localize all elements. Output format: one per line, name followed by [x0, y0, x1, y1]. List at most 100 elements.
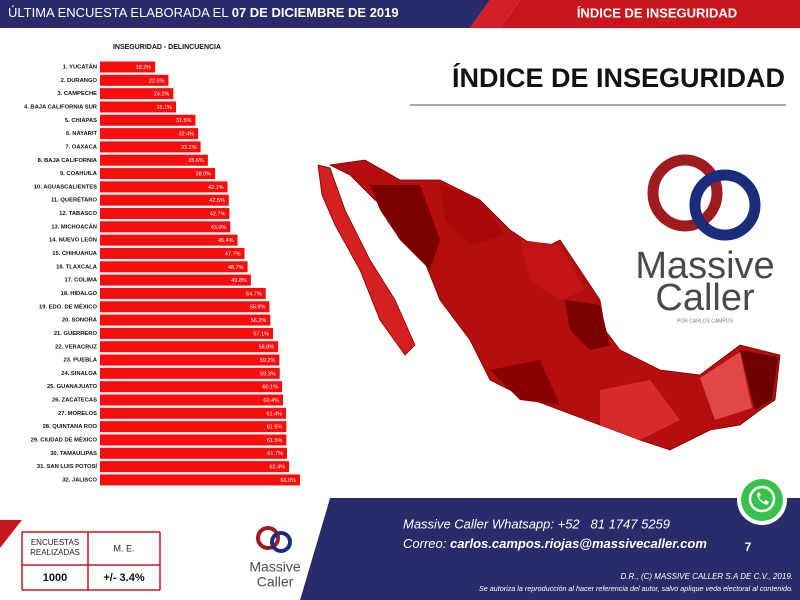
header-stripe [470, 0, 520, 28]
bar [100, 274, 251, 286]
value-label: 32.4% [179, 132, 195, 138]
category-label: 4. BAJA CALIFORNIA SUR [24, 104, 98, 110]
value-label: 18.2% [136, 65, 152, 71]
category-label: 19. EDO. DE MÉXICO [39, 302, 97, 310]
table-cell: 1000 [43, 572, 67, 584]
bar [100, 394, 284, 406]
mexico-map [317, 159, 781, 451]
category-label: 15. CHIHUAHUA [52, 251, 98, 257]
icon-bubble [748, 485, 776, 513]
footer-email-line: Correo: carlos.campos.riojas@massivecall… [403, 536, 707, 551]
header-text: ÚLTIMA ENCUESTA ELABORADA EL 07 DE DICIE… [8, 5, 399, 20]
bar [100, 354, 280, 366]
value-label: 31.5% [176, 118, 192, 124]
survey-table: ENCUESTAS REALIZADAS M. E. 1000 +/- 3.4% [21, 531, 161, 591]
value-label: 45.4% [218, 238, 234, 244]
bar [100, 314, 271, 326]
value-label: 61.4% [266, 411, 282, 417]
value-label: 59.3% [260, 371, 276, 377]
region [520, 240, 585, 300]
header-right: ÍNDICE DE INSEGURIDAD [577, 5, 737, 20]
mainland [328, 159, 781, 451]
footer-band [300, 498, 800, 600]
bar [100, 447, 287, 459]
logo-text: Caller [257, 574, 294, 590]
value-label: 42.5% [209, 198, 225, 204]
table-header: ENCUESTAS REALIZADAS [30, 538, 80, 557]
value-label: 62.4% [269, 465, 285, 471]
value-label: 42.1% [208, 185, 224, 191]
category-label: 16. TLAXCALA [56, 264, 98, 270]
bar [100, 421, 287, 433]
bar [100, 128, 199, 140]
value-label: 61.5% [267, 438, 283, 444]
value-label: 60.4% [263, 398, 279, 404]
icon-circle [741, 479, 783, 521]
logo-ring [256, 526, 280, 550]
bar [100, 461, 290, 473]
category-label: 10. AGUASCALIENTES [34, 184, 97, 190]
bar [100, 61, 156, 73]
category-label: 7. OAXACA [65, 144, 97, 150]
category-label: 2. DURANGO [61, 78, 98, 84]
bar [100, 247, 245, 259]
footer-whatsapp: Massive Caller Whatsapp: +52 81 1747 525… [403, 516, 670, 531]
value-label: 58.8% [259, 345, 275, 351]
bar [100, 234, 238, 246]
value-label: 54.7% [246, 291, 262, 297]
category-label: 1. YUCATÁN [63, 64, 97, 71]
footer-gap [275, 498, 330, 600]
logo: Massive Caller POR CARLOS CAMPOS [635, 154, 775, 324]
category-label: 26. ZACATECAS [52, 398, 97, 404]
value-label: 66.0% [280, 478, 296, 484]
logo-text: Massive [249, 559, 301, 575]
category-label: 17. COLIMA [64, 278, 97, 284]
category-label: 9. COAHUILA [60, 171, 98, 177]
email-label: Correo: [403, 536, 450, 551]
bar [100, 181, 228, 193]
value-label: 61.7% [267, 451, 283, 457]
value-label: 25.1% [156, 105, 172, 111]
value-label: 47.7% [225, 251, 241, 257]
footer-copyright: D.R., (C) MASSIVE CALLER S.A DE C.V., 20… [621, 572, 794, 581]
category-label: 30. TAMAULIPAS [50, 451, 97, 457]
logo-tagline: POR CARLOS CAMPOS [677, 318, 734, 324]
category-label: 5. CHIAPAS [65, 118, 97, 124]
chart-title: INSEGURIDAD - DELINCUENCIA [113, 44, 221, 51]
category-label: 20. SONORA [62, 318, 98, 324]
bar [100, 101, 177, 113]
bar-chart: 1. YUCATÁN 18.2% 2. DURANGO 22.6% 3. CAMPECH… [24, 61, 300, 486]
whatsapp-icon[interactable] [737, 475, 787, 525]
region [700, 352, 752, 420]
bar [100, 434, 287, 446]
baja-peninsula [317, 164, 416, 356]
bar [100, 208, 230, 220]
value-label: 61.5% [267, 425, 283, 431]
logo-ring [270, 531, 292, 553]
header-band [0, 0, 490, 28]
bar [100, 407, 287, 419]
bar [100, 301, 270, 313]
category-label: 3. CAMPECHE [57, 91, 97, 97]
category-label: 23. PUEBLA [63, 358, 97, 364]
category-label: 32. JALISCO [62, 477, 97, 483]
bar [100, 194, 229, 206]
table-cell: +/- 3.4% [103, 572, 144, 584]
table-header-cell: ENCUESTAS REALIZADAS [30, 538, 80, 557]
footer-corner [0, 520, 22, 548]
bar [100, 327, 274, 339]
header-date: 07 DE DICIEMBRE DE 2019 [232, 5, 399, 20]
bar [100, 287, 266, 299]
email[interactable]: carlos.campos.riojas@massivecaller.com [450, 536, 707, 551]
value-label: 56.2% [251, 318, 267, 324]
category-label: 6. NAYARIT [66, 131, 98, 137]
small-logo: Massive Caller [249, 526, 301, 590]
category-label: 13. MICHOACÁN [51, 223, 97, 230]
region [565, 300, 610, 350]
value-label: 35.6% [188, 158, 204, 164]
value-label: 22.6% [149, 78, 165, 84]
bar [100, 381, 283, 393]
value-label: 33.2% [181, 145, 197, 151]
value-label: 43.0% [211, 225, 227, 231]
